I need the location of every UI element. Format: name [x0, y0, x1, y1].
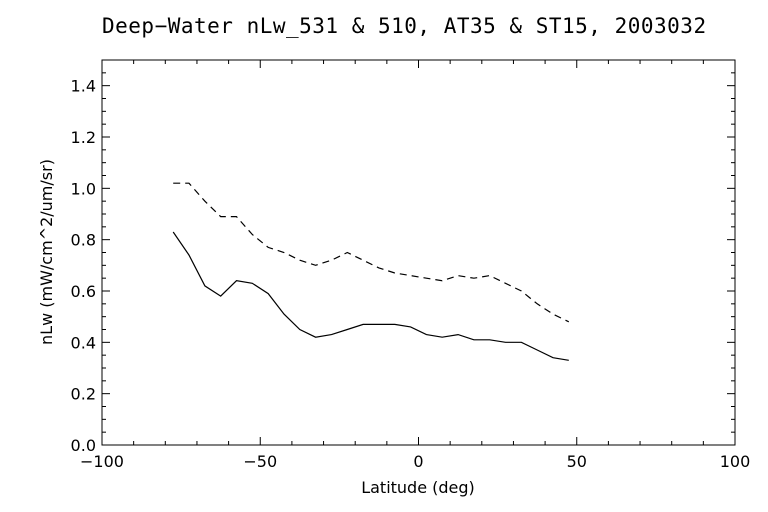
- plot-frame: [101, 59, 736, 446]
- y-tick-label: 0.6: [71, 282, 96, 301]
- y-tick-label: 0.8: [71, 231, 96, 250]
- chart-title: Deep−Water nLw_531 & 510, AT35 & ST15, 2…: [102, 14, 707, 38]
- x-tick-label: 50: [567, 452, 587, 471]
- y-axis-label: nLw (mW/cm^2/um/sr): [37, 159, 56, 345]
- x-tick-label: 100: [720, 452, 751, 471]
- x-tick-label: −100: [80, 452, 124, 471]
- y-tick-label: 1.4: [71, 77, 96, 96]
- y-tick-label: 0.2: [71, 385, 96, 404]
- x-axis-label: Latitude (deg): [361, 478, 475, 497]
- tick-marks: [101, 59, 736, 446]
- y-tick-label: 0.0: [71, 436, 96, 455]
- solid-series-line: [172, 231, 569, 361]
- series-lines: [172, 182, 570, 361]
- tick-labels: −100 −50 0 50 100 0.0 0.2 0.4 0.6 0.8 1.0 1.2 1.4: [71, 77, 751, 471]
- y-tick-label: 1.0: [71, 179, 96, 198]
- y-tick-label: 1.2: [71, 128, 96, 147]
- dashed-series-line: [173, 182, 570, 323]
- x-tick-label: 0: [413, 452, 423, 471]
- x-tick-label: −50: [243, 452, 277, 471]
- y-tick-label: 0.4: [71, 333, 96, 352]
